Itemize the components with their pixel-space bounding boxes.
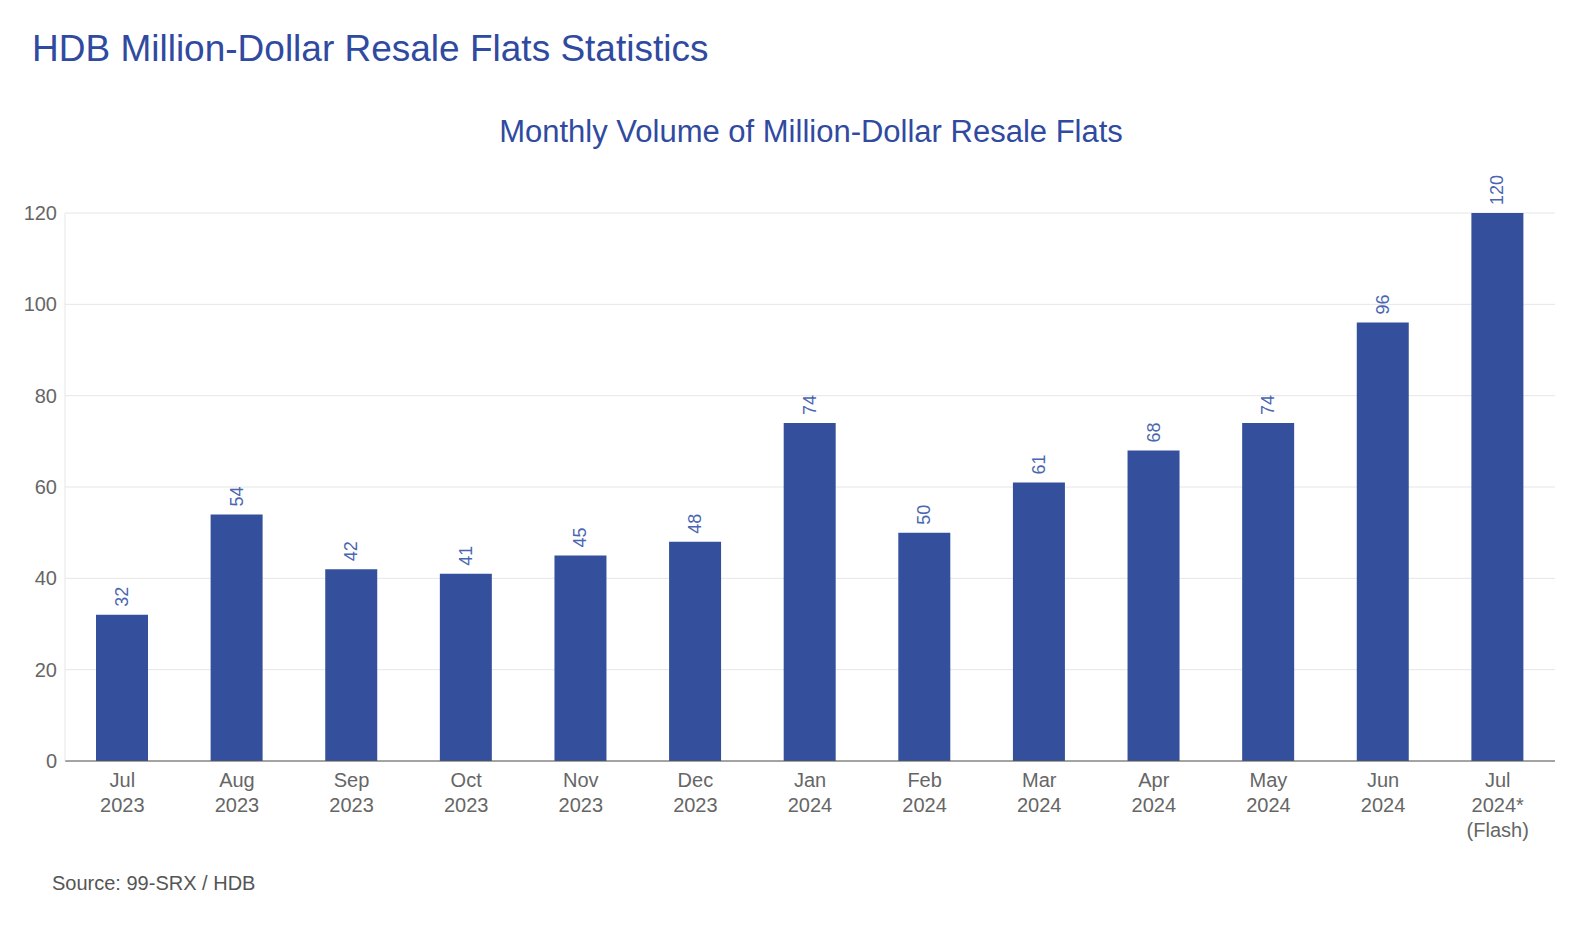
svg-text:Nov2023: Nov2023 — [559, 769, 604, 816]
svg-text:48: 48 — [685, 514, 705, 534]
svg-text:Jan2024: Jan2024 — [788, 769, 833, 816]
svg-text:80: 80 — [35, 385, 57, 407]
svg-text:20: 20 — [35, 659, 57, 681]
svg-text:42: 42 — [341, 541, 361, 561]
svg-text:60: 60 — [35, 476, 57, 498]
svg-text:Aug2023: Aug2023 — [215, 769, 260, 816]
svg-text:32: 32 — [112, 587, 132, 607]
svg-text:120: 120 — [1487, 175, 1507, 205]
svg-text:Mar2024: Mar2024 — [1017, 769, 1062, 816]
html-text:Monthly Volume of Million-Doll: Monthly Volume of Million-Dollar Resale … — [499, 114, 1123, 149]
svg-text:68: 68 — [1144, 422, 1164, 442]
svg-text:Jun2024: Jun2024 — [1361, 769, 1406, 816]
svg-text:100: 100 — [24, 293, 57, 315]
svg-text:120: 120 — [24, 202, 57, 224]
svg-text:Jul2024*(Flash): Jul2024*(Flash) — [1467, 769, 1529, 841]
svg-text:Jul2023: Jul2023 — [100, 769, 145, 816]
svg-text:0: 0 — [46, 750, 57, 772]
svg-text:40: 40 — [35, 567, 57, 589]
svg-text:Apr2024: Apr2024 — [1132, 769, 1177, 816]
svg-text:50: 50 — [914, 505, 934, 525]
svg-text:Oct2023: Oct2023 — [444, 769, 489, 816]
svg-text:61: 61 — [1029, 454, 1049, 474]
svg-text:96: 96 — [1373, 295, 1393, 315]
svg-text:Dec2023: Dec2023 — [673, 769, 718, 816]
svg-text:41: 41 — [456, 546, 476, 566]
svg-text:74: 74 — [1258, 395, 1278, 415]
svg-text:45: 45 — [570, 527, 590, 547]
svg-text:Feb2024: Feb2024 — [902, 769, 947, 816]
html-text:Source: 99-SRX / HDB: Source: 99-SRX / HDB — [52, 872, 256, 894]
svg-text:May2024: May2024 — [1246, 769, 1291, 816]
svg-text:54: 54 — [227, 486, 247, 506]
svg-text:Sep2023: Sep2023 — [329, 769, 374, 816]
html-text:HDB Million-Dollar Resale Flat: HDB Million-Dollar Resale Flats Statisti… — [32, 28, 709, 69]
svg-text:74: 74 — [800, 395, 820, 415]
